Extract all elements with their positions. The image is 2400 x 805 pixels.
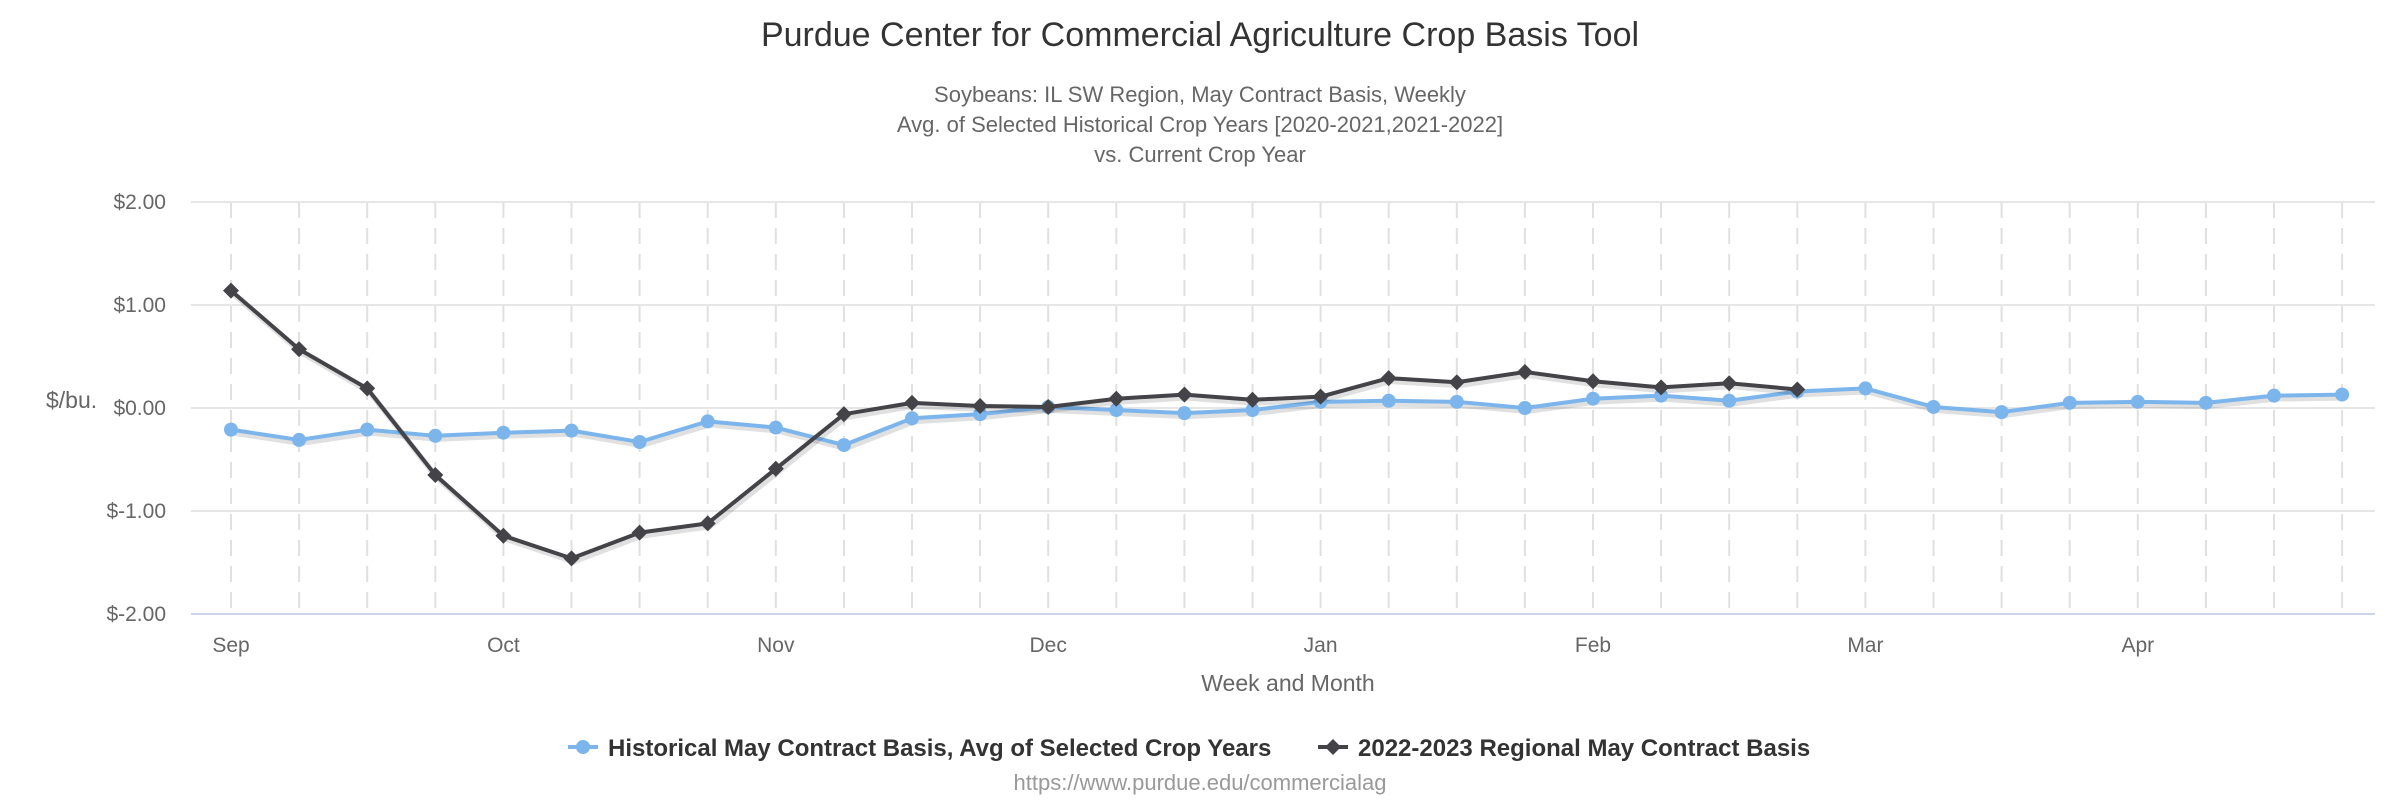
historical-point (905, 411, 919, 426)
x-tick-label: Apr (2121, 634, 2154, 657)
legend-item-historical[interactable]: Historical May Contract Basis, Avg of Se… (568, 735, 1271, 762)
historical-point (1926, 399, 1941, 414)
legend-item-current[interactable]: 2022-2023 Regional May Contract Basis (1318, 735, 1810, 762)
historical-point (292, 432, 307, 447)
y-tick-label: $-1.00 (106, 500, 166, 523)
current-point (1448, 374, 1465, 391)
series-shadow (231, 291, 1800, 565)
historical-point (2130, 394, 2145, 409)
current-point (767, 460, 784, 477)
current-point (427, 466, 444, 483)
historical-point (224, 422, 238, 437)
legend: Historical May Contract Basis, Avg of Se… (568, 735, 1810, 762)
historical-point (700, 414, 715, 429)
x-axis-title: Week and Month (1201, 670, 1374, 696)
current-point (495, 527, 512, 544)
x-tick-label: Mar (1847, 634, 1883, 657)
historical-point (360, 422, 375, 437)
legend-label-historical: Historical May Contract Basis, Avg of Se… (608, 735, 1271, 762)
historical-point (1517, 401, 1532, 415)
current-point (1653, 379, 1670, 396)
series-shadow (232, 388, 2345, 452)
current-point (631, 524, 648, 541)
historical-point (1722, 393, 1737, 408)
credit-link[interactable]: https://www.purdue.edu/commercialag (1014, 770, 1387, 795)
current-point (1176, 386, 1193, 403)
current-point (563, 550, 580, 567)
current-point (291, 341, 308, 358)
current-point (1244, 391, 1261, 408)
x-tick-label: Jan (1304, 634, 1338, 657)
x-axis: Sep Oct Nov Dec Jan Feb Mar Apr (212, 634, 2154, 657)
historical-point (973, 407, 988, 422)
chart-title: Purdue Center for Commercial Agriculture… (761, 16, 1639, 54)
historical-point (1245, 403, 1260, 418)
y-axis: $2.00 $1.00 $0.00 $-1.00 $-2.00 (106, 191, 166, 626)
historical-point (768, 420, 783, 435)
historical-point (1449, 394, 1464, 409)
current-point (835, 406, 852, 423)
y-tick-label: $2.00 (113, 191, 166, 214)
x-tick-label: Oct (487, 634, 520, 657)
historical-point (564, 423, 579, 438)
series-layer (223, 282, 2350, 567)
historical-point (2198, 395, 2213, 410)
chart-subtitle-line-3: vs. Current Crop Year (1094, 142, 1306, 167)
current-point (904, 394, 920, 411)
current-point (223, 282, 239, 299)
chart-subtitle-line-2: Avg. of Selected Historical Crop Years [… (897, 112, 1503, 137)
historical-point (2062, 395, 2077, 410)
current-line (229, 289, 1798, 561)
grid (191, 201, 2375, 615)
historical-point (1381, 393, 1396, 408)
historical-line (230, 386, 2343, 448)
historical-point (2267, 388, 2281, 403)
historical-point (1858, 381, 1873, 396)
x-tick-label: Dec (1030, 634, 1067, 657)
historical-point (2335, 387, 2350, 402)
current-point (1108, 390, 1125, 407)
current-point (359, 380, 376, 397)
historical-point (1177, 406, 1192, 421)
current-point (972, 397, 989, 414)
historical-point (428, 428, 443, 443)
current-point (1380, 370, 1397, 387)
circle-marker-icon (576, 740, 590, 754)
chart-subtitle-line-1: Soybeans: IL SW Region, May Contract Bas… (934, 82, 1466, 107)
current-point (1721, 375, 1738, 392)
historical-point (496, 425, 511, 440)
x-tick-label: Feb (1575, 634, 1611, 657)
y-tick-label: $0.00 (113, 397, 166, 420)
current-point (699, 515, 716, 532)
current-point (1040, 398, 1057, 415)
current-point (1516, 363, 1533, 380)
historical-point (1109, 403, 1124, 418)
historical-point (1586, 391, 1600, 406)
historical-point (1994, 405, 2009, 420)
y-tick-label: $-2.00 (106, 603, 166, 626)
historical-point (632, 434, 647, 449)
x-tick-label: Nov (757, 634, 795, 657)
historical-point (1654, 388, 1669, 403)
diamond-marker-icon (1325, 739, 1341, 755)
x-tick-label: Sep (212, 634, 249, 657)
legend-label-current: 2022-2023 Regional May Contract Basis (1358, 735, 1810, 762)
current-point (1312, 388, 1329, 405)
current-point (1789, 381, 1806, 398)
y-tick-label: $1.00 (113, 294, 166, 317)
historical-point (836, 438, 851, 453)
current-point (1585, 373, 1601, 390)
y-axis-title: $/bu. (46, 387, 97, 413)
